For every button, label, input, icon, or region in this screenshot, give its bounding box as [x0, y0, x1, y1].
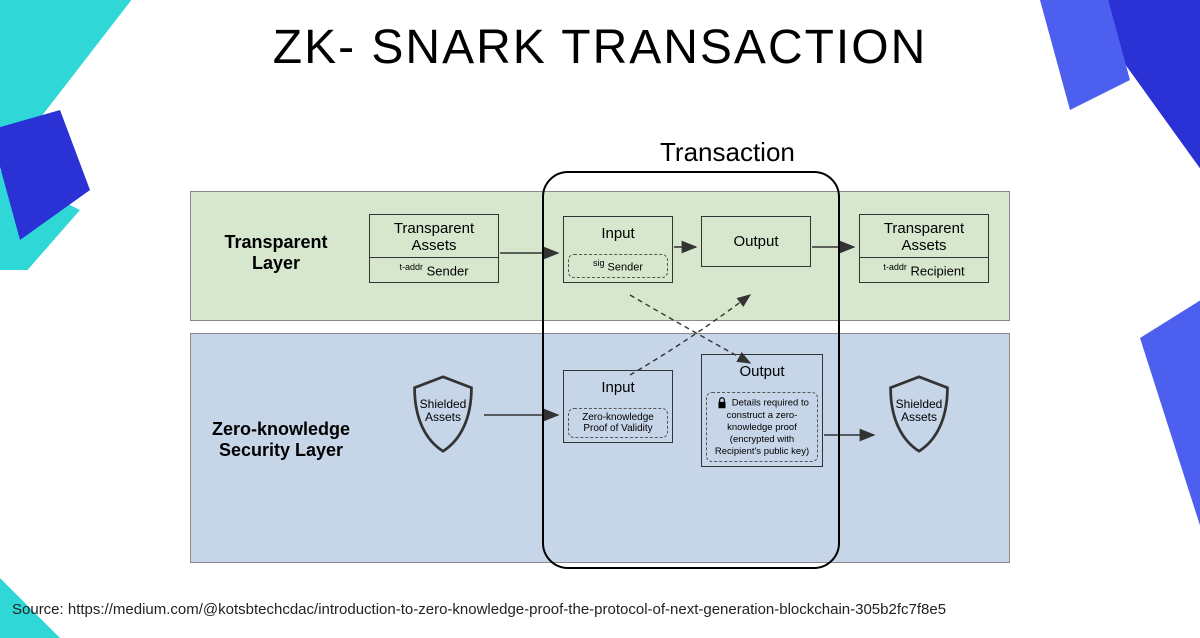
lock-icon — [715, 396, 729, 410]
green-input-title: Input — [564, 217, 672, 250]
sender-assets-sub: t-addr Sender — [370, 258, 498, 282]
page-title: ZK- SNARK TRANSACTION — [273, 20, 928, 75]
sender-assets-box: Transparent Assets t-addr Sender — [369, 214, 499, 283]
transaction-label: Transaction — [660, 137, 795, 168]
shield-right: Shielded Assets — [879, 374, 959, 457]
recipient-assets-sub: t-addr Recipient — [860, 258, 988, 282]
green-output-box: Output — [701, 216, 811, 267]
blue-output-sub: Details required to construct a zero-kno… — [706, 392, 818, 462]
deco-bottom-left — [0, 518, 150, 638]
green-input-box: Input sig Sender — [563, 216, 673, 283]
blue-input-sub: Zero-knowledge Proof of Validity — [568, 408, 668, 438]
blue-input-title: Input — [564, 371, 672, 404]
green-input-sub: sig Sender — [568, 254, 668, 278]
transparent-layer: Transparent Layer Transparent Assets t-a… — [190, 191, 1010, 321]
shield-left: Shielded Assets — [403, 374, 483, 457]
transparent-layer-title: Transparent Layer — [201, 232, 351, 274]
source-citation: Source: https://medium.com/@kotsbtechcda… — [12, 601, 946, 618]
recipient-assets-box: Transparent Assets t-addr Recipient — [859, 214, 989, 283]
blue-input-box: Input Zero-knowledge Proof of Validity — [563, 370, 673, 443]
recipient-assets-title: Transparent Assets — [860, 215, 988, 258]
zero-knowledge-layer-title: Zero-knowledge Security Layer — [201, 419, 361, 461]
zero-knowledge-layer: Zero-knowledge Security Layer Shielded A… — [190, 333, 1010, 563]
shield-right-label: Shielded Assets — [879, 398, 959, 424]
blue-output-box: Output Details required to construct a z… — [701, 354, 823, 467]
sender-assets-title: Transparent Assets — [370, 215, 498, 258]
shield-left-label: Shielded Assets — [403, 398, 483, 424]
green-output-title: Output — [702, 217, 810, 266]
deco-bottom-right — [1020, 288, 1200, 588]
blue-output-title: Output — [702, 355, 822, 388]
